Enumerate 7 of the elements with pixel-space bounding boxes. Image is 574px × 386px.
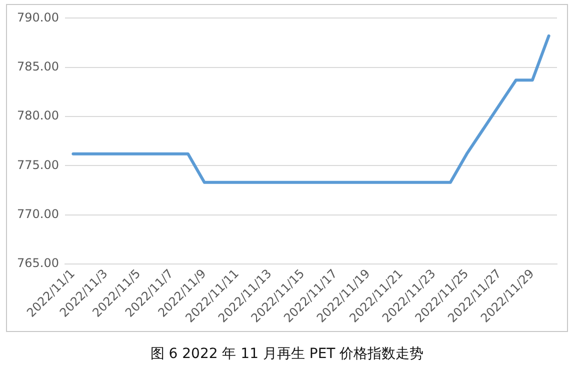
text: 图 6 2022 年 11 月再生 PET 价格指数走势 xyxy=(149,345,425,363)
y-tick-label: 790.00 xyxy=(16,10,59,24)
y-tick-label: 775.00 xyxy=(16,158,59,172)
y-tick-label: 785.00 xyxy=(16,59,59,74)
y-tick-label: 770.00 xyxy=(16,206,59,221)
y-tick-label: 780.00 xyxy=(16,108,59,123)
y-tick-label: 765.00 xyxy=(16,256,59,270)
